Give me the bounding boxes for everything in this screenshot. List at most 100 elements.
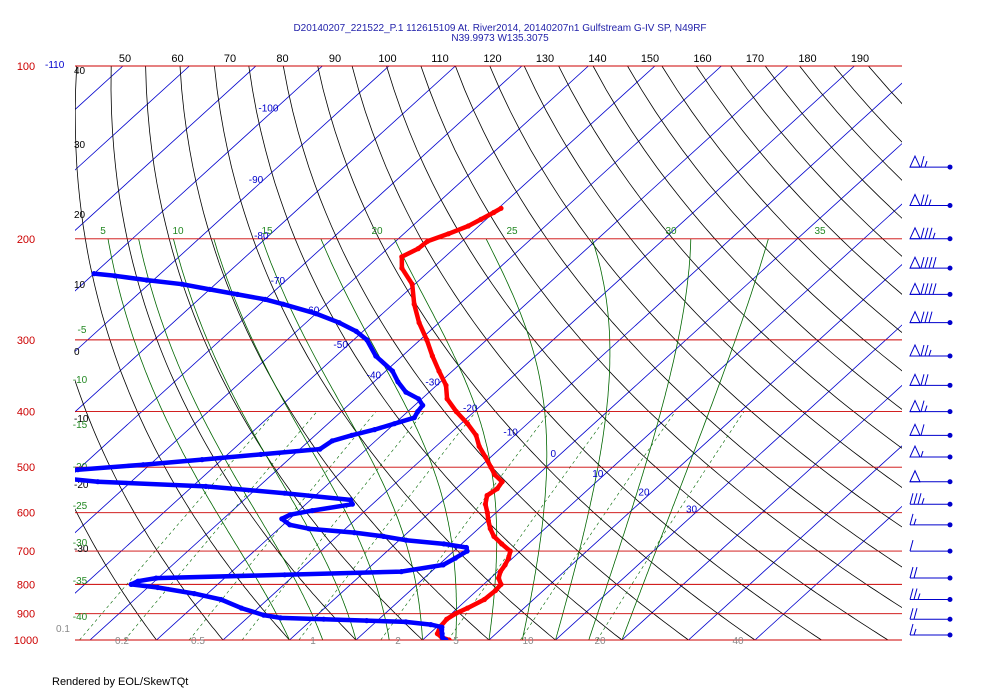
dewpoint-point (380, 533, 387, 540)
top-axis-label: 70 (224, 53, 236, 65)
wind-barb-flag (909, 493, 914, 505)
pressure-tick-label: 1000 (14, 635, 38, 647)
temperature-point (488, 464, 494, 470)
dry-adiabat (730, 66, 902, 257)
left-axis-label: -110 (45, 60, 65, 71)
wind-barb-flag (928, 257, 933, 269)
mixing-ratio-label: 40 (732, 636, 744, 647)
wind-barb-flag (909, 539, 914, 552)
top-axis-label: 80 (276, 53, 288, 65)
isotherm-line (355, 143, 902, 640)
dry-adiabat (110, 66, 357, 640)
temperature-point (491, 533, 497, 540)
temperature-point (485, 518, 491, 524)
wind-barb (909, 566, 953, 581)
isotherm-line (75, 66, 456, 413)
isotherm-label: -10 (503, 427, 518, 438)
temperature-point (492, 472, 498, 478)
temperature-point (476, 443, 482, 449)
dewpoint-point (440, 562, 446, 568)
wind-barb-pennant (909, 469, 921, 483)
top-axis-label: 170 (746, 53, 764, 65)
isotherm-label: -20 (463, 404, 478, 415)
dewpoint-point (199, 457, 205, 463)
dewpoint-point (218, 596, 224, 603)
pressure-tick-label: 600 (17, 508, 35, 520)
isotherm-line (688, 445, 902, 640)
wind-barb-flag (924, 311, 929, 323)
wind-barb-half-flag (924, 160, 928, 168)
wind-barb-half-flag (917, 593, 921, 600)
wind-barb-flag (909, 566, 914, 579)
wind-barb-pennant (909, 193, 921, 207)
temperature-point (409, 281, 415, 287)
wind-barb-flag (909, 608, 914, 620)
dewpoint-point (439, 624, 445, 630)
isotherm-line (754, 505, 902, 640)
left-axis-label: 10 (74, 280, 86, 291)
temperature-point (452, 611, 458, 617)
wind-barb-flag (932, 283, 937, 295)
temperature-point (492, 587, 499, 594)
top-axis-label: 150 (641, 53, 659, 65)
dewpoint-point (140, 462, 146, 468)
isotherm-label: -90 (249, 175, 264, 186)
wind-barb-flag (920, 344, 925, 357)
dewpoint-point (287, 512, 293, 518)
temperature-point (499, 479, 505, 485)
dewpoint-point (403, 389, 409, 395)
isotherm-line (289, 82, 902, 640)
moist-adiabat-label: -25 (73, 501, 88, 512)
temperature-point (436, 368, 442, 374)
pressure-tick-label: 700 (17, 546, 35, 558)
isotherm-label: -80 (254, 231, 269, 242)
moist-adiabat-label: -10 (73, 375, 88, 386)
wind-barb-station (947, 320, 953, 326)
isotherm-line (75, 66, 523, 473)
wind-barb (909, 588, 953, 602)
temperature-point (499, 541, 505, 547)
wind-barb-pennant (909, 423, 921, 436)
dewpoint-point (135, 578, 141, 584)
mixing-ratio-line (520, 411, 676, 640)
dry-adiabat (282, 66, 689, 640)
dry-adiabat (420, 66, 902, 609)
temperature-point (445, 231, 451, 237)
isotherm-label: 30 (686, 505, 698, 516)
dewpoint-point (179, 281, 185, 287)
wind-barb-flag (909, 588, 914, 600)
temperature-point (502, 562, 508, 568)
isotherm-label: -30 (425, 377, 440, 388)
dewpoint-profile (75, 271, 470, 640)
wind-barb-flag (932, 257, 937, 269)
wind-barb-station (947, 409, 953, 415)
wind-barb-station (947, 501, 953, 507)
wind-barb-station (947, 522, 953, 528)
wind-barb (909, 493, 953, 507)
dry-adiabat (695, 66, 902, 295)
isotherm-line (75, 66, 589, 534)
isotherm-label: -50 (333, 340, 348, 351)
dewpoint-point (389, 368, 396, 374)
wind-barb-half-flag (932, 232, 936, 239)
mixing-ratio-label: 0.1 (56, 624, 70, 635)
dry-adiabat (75, 66, 290, 640)
temperature-point (481, 596, 487, 603)
wind-barb (909, 608, 953, 622)
dewpoint-point (420, 402, 426, 408)
temperature-point (443, 382, 449, 388)
mixing-ratio-line (79, 411, 276, 640)
dewpoint-point (95, 479, 101, 485)
temperature-point (399, 265, 405, 271)
wind-barb-station (947, 454, 953, 460)
left-axis-label: 30 (74, 140, 86, 151)
dewpoint-point (47, 474, 52, 479)
wind-barb-flag (913, 566, 918, 579)
left-axis-label: 0 (74, 347, 80, 358)
dewpoint-point (128, 581, 134, 588)
pressure-tick-label: 200 (17, 234, 35, 246)
temperature-point (498, 205, 504, 211)
dewpoint-point (411, 415, 417, 421)
wind-barb-station (947, 236, 953, 242)
wind-barb (909, 310, 953, 326)
